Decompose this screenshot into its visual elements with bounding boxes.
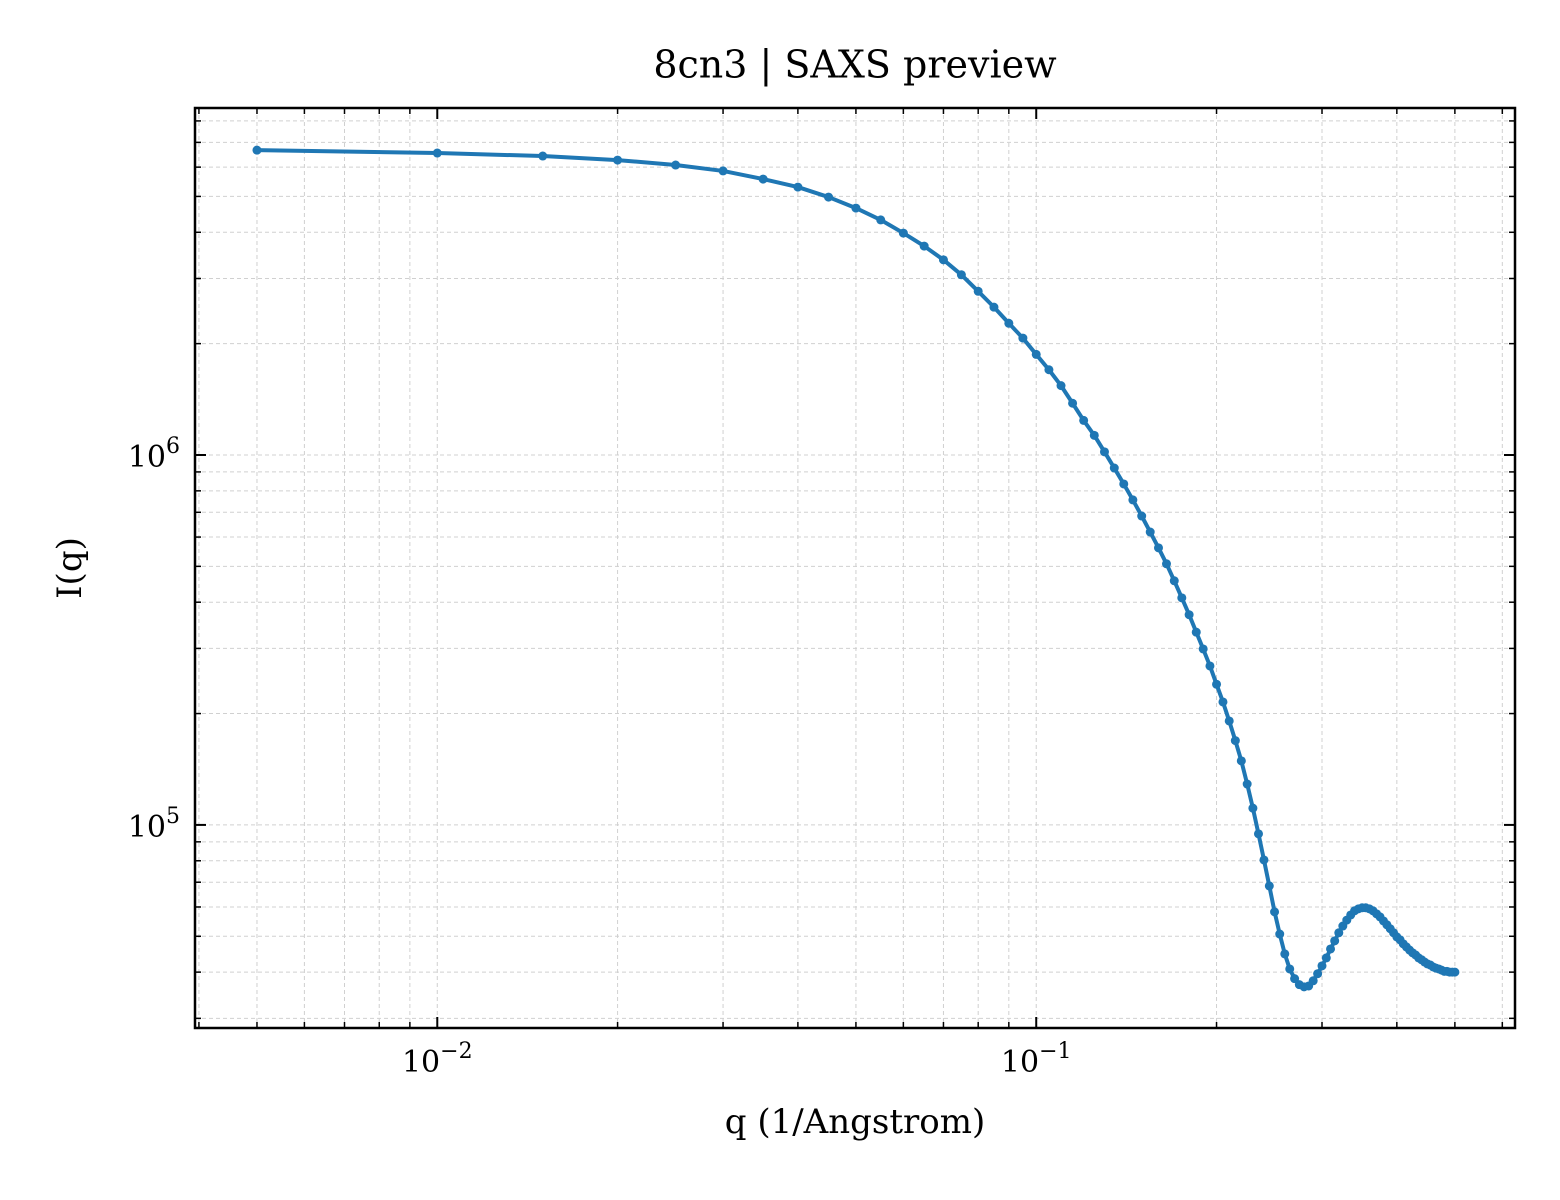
data-line: [256, 148, 1455, 989]
data-point: [718, 166, 728, 176]
data-point: [1079, 415, 1089, 425]
plot-frame: [193, 106, 1517, 1030]
data-point: [876, 215, 886, 225]
data-point: [1137, 511, 1147, 521]
data-point: [1236, 756, 1246, 766]
data-point: [1153, 543, 1163, 553]
data-point: [1177, 593, 1187, 603]
data-point: [1119, 479, 1129, 489]
data-point: [1270, 907, 1280, 917]
data-point: [973, 286, 983, 296]
x-tick-label: 10−2: [402, 1039, 473, 1080]
data-point: [1089, 430, 1099, 440]
data-point: [1109, 463, 1119, 473]
data-point: [1308, 976, 1318, 986]
data-point: [1128, 495, 1138, 505]
chart-title: 8cn3 | SAXS preview: [653, 43, 1057, 87]
data-point: [1313, 969, 1323, 979]
data-point: [1230, 736, 1240, 746]
y-tick-label: 105: [128, 804, 180, 845]
data-point: [824, 192, 834, 202]
data-point: [1205, 661, 1215, 671]
data-point: [1018, 333, 1028, 343]
data-point: [1218, 697, 1228, 707]
data-point: [1031, 349, 1041, 359]
data-point: [1285, 964, 1295, 974]
data-point: [938, 255, 948, 265]
data-point: [1326, 944, 1336, 954]
data-point: [1253, 829, 1263, 839]
data-point: [1212, 679, 1222, 689]
data-point: [1191, 627, 1201, 637]
data-point: [956, 270, 966, 280]
data-point: [1169, 576, 1179, 586]
data-point: [1044, 365, 1054, 375]
data-point: [1242, 779, 1252, 789]
data-point: [671, 160, 681, 170]
data-point: [1321, 953, 1331, 963]
data-point: [758, 174, 768, 184]
data-point: [1056, 381, 1066, 391]
data-point: [1145, 527, 1155, 537]
data-point: [1317, 961, 1327, 971]
y-tick-label: 106: [128, 434, 180, 475]
data-point: [1248, 803, 1258, 813]
data-point: [613, 155, 623, 165]
data-point: [1450, 967, 1460, 977]
data-point: [1259, 855, 1269, 865]
y-axis-label: I(q): [50, 537, 90, 599]
data-point: [252, 145, 262, 155]
x-tick-label: 10−1: [1001, 1039, 1072, 1080]
data-point: [898, 228, 908, 238]
data-point: [1068, 398, 1078, 408]
data-point: [1224, 716, 1234, 726]
data-point: [538, 151, 548, 161]
data-point: [1198, 644, 1208, 654]
data-point: [1275, 929, 1285, 939]
data-point: [1184, 610, 1194, 620]
data-point: [432, 148, 442, 158]
data-point: [919, 241, 929, 251]
data-point: [1264, 881, 1274, 891]
x-axis-label: q (1/Angstrom): [725, 1102, 985, 1142]
data-point: [793, 182, 803, 192]
data-point: [1280, 949, 1290, 959]
data-point: [1161, 559, 1171, 569]
data-point: [1099, 447, 1109, 457]
data-point: [851, 203, 861, 213]
data-point: [989, 302, 999, 312]
data-point: [1330, 936, 1340, 946]
data-point: [1004, 318, 1014, 328]
data-point: [1334, 928, 1344, 938]
